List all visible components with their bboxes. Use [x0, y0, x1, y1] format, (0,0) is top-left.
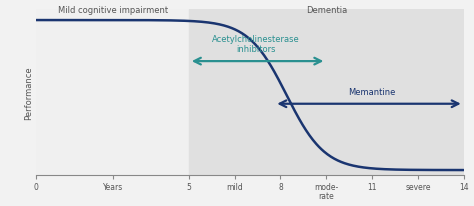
Bar	[36, 10, 189, 175]
Text: Dementia: Dementia	[306, 6, 347, 15]
Text: Memantine: Memantine	[348, 87, 396, 96]
Text: Acetylcholinesterase
inhibitors: Acetylcholinesterase inhibitors	[212, 35, 300, 54]
Bar	[189, 10, 464, 175]
Y-axis label: Performance: Performance	[25, 66, 34, 119]
Text: Mild cognitive impairment: Mild cognitive impairment	[57, 6, 168, 15]
